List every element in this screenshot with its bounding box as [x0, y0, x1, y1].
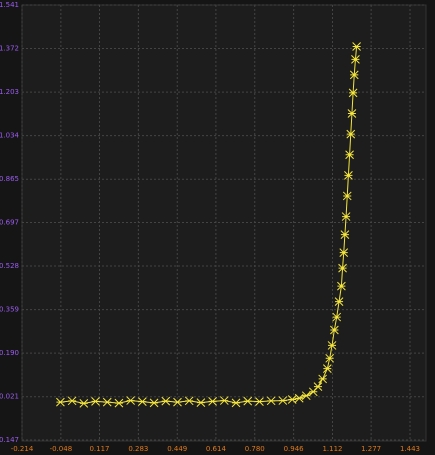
data-point — [322, 364, 332, 373]
data-point — [67, 396, 77, 406]
data-point — [345, 150, 354, 160]
data-point — [327, 341, 337, 350]
data-point — [102, 397, 112, 407]
y-tick-label: 1.203 — [0, 88, 19, 96]
data-point — [114, 398, 124, 408]
data-point — [301, 391, 311, 401]
data-point — [294, 393, 304, 403]
data-point — [341, 212, 351, 221]
x-tick-label: 1.443 — [400, 445, 420, 453]
x-tick-label: 0.449 — [167, 445, 187, 453]
data-point — [340, 230, 350, 239]
data-point — [149, 398, 159, 408]
data-point — [347, 109, 357, 118]
y-tick-label: -0.147 — [0, 436, 19, 444]
data-point — [313, 382, 323, 392]
x-tick-label: 1.112 — [322, 445, 342, 453]
data-line — [60, 46, 358, 404]
data-point — [208, 396, 217, 406]
y-tick-label: 1.034 — [0, 132, 20, 140]
data-point — [161, 396, 171, 406]
data-point — [184, 396, 194, 406]
data-point — [173, 397, 182, 407]
data-point — [349, 70, 359, 80]
data-point — [334, 297, 344, 306]
data-point — [255, 397, 264, 406]
data-point — [79, 399, 89, 408]
data-point — [278, 396, 288, 405]
data-point — [339, 248, 349, 258]
x-tick-label: 1.277 — [361, 445, 381, 453]
data-point — [266, 396, 276, 406]
data-point — [138, 397, 147, 406]
y-tick-label: 0.697 — [0, 219, 19, 227]
x-tick-label: 0.614 — [206, 445, 227, 453]
data-point — [126, 396, 136, 405]
data-point — [318, 374, 328, 384]
data-point — [91, 396, 100, 406]
data-point — [344, 170, 353, 180]
data-point — [337, 281, 346, 291]
y-tick-label: 0.021 — [0, 393, 19, 401]
data-point — [243, 396, 253, 406]
y-tick-label: 1.541 — [0, 1, 19, 9]
x-tick-label: 0.780 — [245, 445, 265, 453]
y-tick-label: 1.372 — [0, 45, 19, 53]
data-point — [56, 397, 65, 407]
data-point — [231, 398, 241, 408]
data-point — [332, 312, 342, 322]
y-tick-label: 0.528 — [0, 262, 19, 270]
data-point — [196, 398, 206, 407]
y-tick-label: 0.359 — [0, 306, 19, 314]
x-tick-label: -0.214 — [11, 445, 34, 453]
x-tick-label: 0.946 — [284, 445, 305, 453]
data-point — [352, 42, 361, 51]
y-tick-label: 0.865 — [0, 175, 19, 183]
x-tick-label: 0.117 — [89, 445, 109, 453]
data-point — [287, 395, 297, 404]
x-tick-label: -0.048 — [50, 445, 73, 453]
data-point — [346, 129, 356, 139]
data-point — [351, 55, 360, 64]
data-point — [338, 263, 347, 273]
data-point — [348, 88, 358, 98]
data-point — [219, 396, 229, 405]
x-tick-label: 0.283 — [128, 445, 148, 453]
data-point — [342, 191, 352, 201]
data-point — [330, 325, 339, 335]
y-tick-label: 0.190 — [0, 349, 19, 357]
data-point — [325, 353, 335, 363]
